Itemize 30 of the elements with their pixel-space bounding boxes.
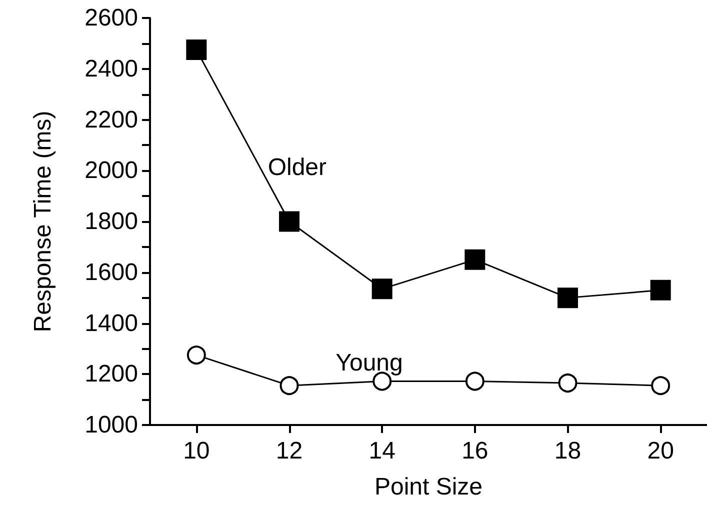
y-axis-title: Response Time (ms): [30, 110, 56, 332]
point: [465, 372, 484, 391]
y-tick-label: 1000: [84, 412, 138, 438]
point: [651, 376, 670, 396]
point: [558, 288, 578, 308]
point: [186, 40, 207, 60]
point: [372, 278, 392, 300]
x-tick-label: 18: [554, 438, 582, 464]
x-tick-label: 14: [368, 438, 396, 464]
y-tick-label: 1200: [84, 360, 138, 388]
y-tick-label: 2000: [84, 157, 138, 184]
y-tick-label: 2200: [84, 106, 138, 134]
point: [279, 211, 300, 232]
point: [464, 249, 486, 270]
series-label: Older: [268, 154, 327, 182]
x-tick-label: 16: [462, 438, 488, 464]
point: [558, 374, 578, 393]
y-tick-label: 2600: [84, 4, 138, 32]
x-axis-title: Point Size: [374, 474, 483, 500]
y-tick-label: 1600: [84, 258, 138, 286]
point: [650, 280, 671, 300]
x-tick-label: 10: [183, 438, 210, 464]
point: [186, 346, 206, 365]
y-tick-label: 2400: [84, 55, 138, 82]
x-tick-label: 12: [276, 438, 303, 464]
x-tick-label: 20: [647, 438, 674, 464]
y-tick-label: 1400: [84, 310, 138, 337]
series-label: Young: [336, 350, 403, 377]
y-tick-label: 1800: [84, 208, 138, 235]
point: [280, 376, 299, 396]
